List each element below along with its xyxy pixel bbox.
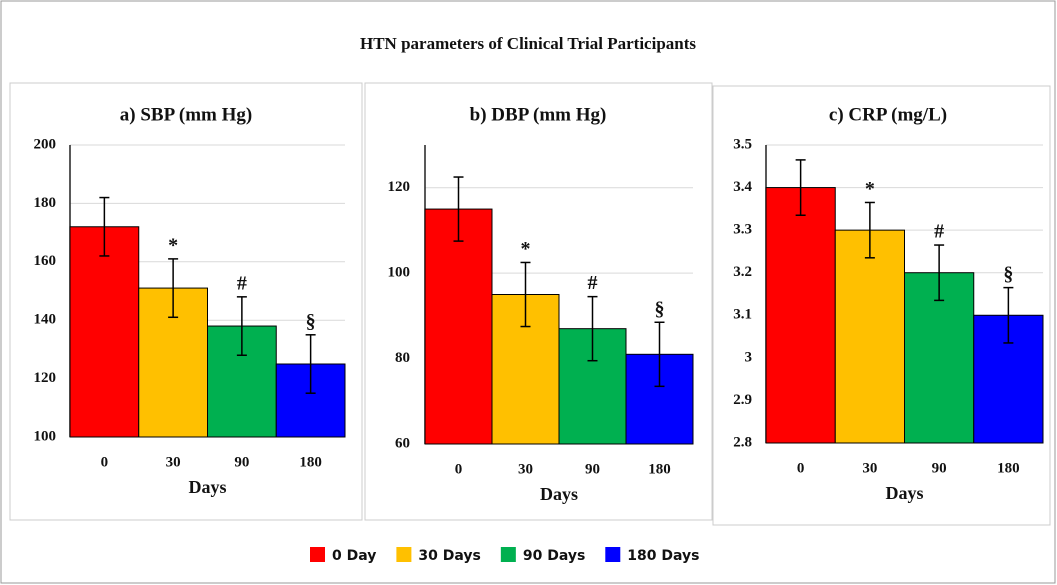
x-tick-label: 30 xyxy=(862,460,877,476)
y-tick-label: 80 xyxy=(395,350,410,366)
x-tick-label: 30 xyxy=(166,454,181,470)
significance-marker: § xyxy=(306,310,316,332)
x-tick-label: 90 xyxy=(585,461,600,477)
error-bar xyxy=(934,244,945,302)
y-tick-label: 3.3 xyxy=(733,222,752,238)
legend-swatch xyxy=(396,547,412,562)
x-tick-label: 180 xyxy=(299,454,322,470)
x-tick-label: 30 xyxy=(518,461,533,477)
significance-marker: * xyxy=(865,178,875,200)
error-bar xyxy=(1003,286,1014,344)
significance-marker: # xyxy=(588,272,598,294)
significance-marker: * xyxy=(168,234,178,256)
x-tick-label: 90 xyxy=(234,454,249,470)
x-tick-label: 0 xyxy=(455,461,463,477)
y-tick-label: 2.9 xyxy=(733,392,752,408)
y-tick-label: 120 xyxy=(34,370,57,386)
legend-label: 90 Days xyxy=(523,548,585,564)
x-tick-label: 180 xyxy=(997,460,1020,476)
error-bar xyxy=(305,334,316,394)
significance-marker: # xyxy=(237,272,247,294)
error-bar xyxy=(864,201,875,259)
legend-label: 0 Day xyxy=(332,548,376,564)
error-bar xyxy=(654,321,665,388)
figure-title: HTN parameters of Clinical Trial Partici… xyxy=(360,34,696,53)
y-tick-label: 200 xyxy=(34,136,57,152)
x-tick-label: 0 xyxy=(797,460,805,476)
legend-swatch xyxy=(310,547,325,562)
error-bar xyxy=(99,196,110,257)
y-tick-label: 120 xyxy=(388,179,411,195)
y-tick-label: 3.2 xyxy=(733,264,752,280)
y-tick-label: 3 xyxy=(745,349,753,365)
bar xyxy=(765,187,836,444)
error-bar xyxy=(236,296,247,356)
legend-label: 180 Days xyxy=(627,548,699,564)
error-bar xyxy=(795,159,806,216)
x-tick-label: 90 xyxy=(932,460,947,476)
bar xyxy=(834,229,905,444)
bar xyxy=(207,325,277,438)
y-tick-label: 140 xyxy=(34,312,57,328)
x-axis-label: Days xyxy=(188,477,226,497)
y-tick-label: 3.1 xyxy=(733,307,752,323)
significance-marker: * xyxy=(521,238,531,260)
y-tick-label: 60 xyxy=(395,435,410,451)
y-tick-label: 3.4 xyxy=(733,179,752,195)
legend-label: 30 Days xyxy=(418,548,480,564)
y-tick-label: 100 xyxy=(34,428,57,444)
y-tick-label: 160 xyxy=(34,253,57,269)
significance-marker: § xyxy=(655,298,665,320)
y-tick-label: 2.8 xyxy=(733,434,752,450)
bar xyxy=(69,226,140,438)
x-tick-label: 180 xyxy=(648,461,671,477)
error-bar xyxy=(168,258,179,319)
error-bar xyxy=(453,176,464,242)
panel-title: a) SBP (mm Hg) xyxy=(120,104,252,125)
panel-title: c) CRP (mg/L) xyxy=(829,104,947,125)
y-tick-label: 100 xyxy=(388,265,411,281)
error-bar xyxy=(587,295,598,362)
bar xyxy=(424,208,493,445)
y-tick-label: 3.5 xyxy=(733,136,752,152)
x-axis-label: Days xyxy=(885,483,923,503)
y-tick-label: 180 xyxy=(34,195,57,211)
significance-marker: # xyxy=(934,221,944,243)
panel-title: b) DBP (mm Hg) xyxy=(470,104,607,125)
error-bar xyxy=(520,261,531,328)
x-axis-label: Days xyxy=(540,484,578,504)
x-tick-label: 0 xyxy=(101,454,109,470)
significance-marker: § xyxy=(1003,263,1013,285)
legend-swatch xyxy=(605,547,621,562)
legend-swatch xyxy=(500,547,516,562)
